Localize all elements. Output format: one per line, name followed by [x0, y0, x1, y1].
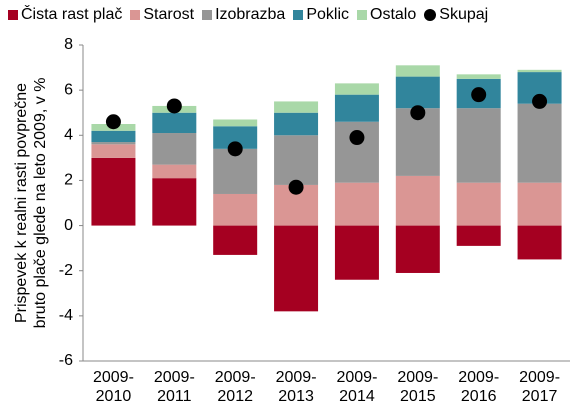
legend-item: Čista rast plač	[8, 6, 122, 24]
bar-segment	[274, 101, 319, 113]
point	[532, 93, 548, 109]
x-tick-label: 2009-2010	[92, 369, 134, 405]
bar-segment	[395, 175, 440, 226]
y-tick-label: 6	[64, 81, 73, 98]
y-tick-label: -6	[59, 352, 73, 369]
legend: Čista rast plač Starost Izobrazba Poklic Ost…	[8, 6, 572, 24]
bar-segment	[91, 144, 136, 158]
y-axis-label-line: bruto plače glede na leto 2009, v %	[32, 78, 49, 329]
point	[227, 141, 243, 157]
point	[471, 87, 487, 103]
bar-segment	[152, 178, 197, 226]
legend-swatch	[130, 10, 141, 20]
legend-label: Ostalo	[370, 6, 417, 23]
bar-segment	[395, 225, 440, 273]
bar-segment	[274, 225, 319, 312]
y-tick-label: 2	[64, 172, 73, 189]
legend-swatch	[357, 10, 368, 20]
legend-swatch	[424, 9, 437, 21]
y-axis-label: Prispevek k realni rasti povprečne bruto …	[13, 78, 49, 329]
bar-segment	[456, 225, 501, 246]
y-axis-label-line: Prispevek k realni rasti povprečne	[13, 83, 30, 323]
bar-segment	[517, 103, 562, 183]
legend-item: Poklic	[293, 6, 349, 24]
y-tick-label: -2	[59, 262, 73, 279]
bar-segment	[274, 112, 319, 136]
bar-segment	[213, 225, 258, 255]
bar-segment	[213, 148, 258, 194]
bar-segment	[91, 130, 136, 143]
bar-segment	[91, 142, 136, 145]
bar-segment	[152, 164, 197, 179]
bar-segment	[152, 112, 197, 134]
bar-segment	[395, 76, 440, 109]
bar-segment	[456, 108, 501, 183]
legend-item: Starost	[130, 6, 194, 24]
y-tick-label: -4	[59, 307, 73, 324]
bar-segment	[456, 182, 501, 226]
point	[166, 98, 182, 114]
legend-item: Ostalo	[357, 6, 416, 24]
y-tick-label: 8	[64, 36, 73, 53]
legend-label: Skupaj	[439, 6, 489, 23]
legend-item: Skupaj	[424, 6, 488, 24]
bar-segment	[517, 182, 562, 226]
bar-segment	[334, 225, 379, 280]
bar-segment	[213, 126, 258, 149]
x-tick-label: 2009-2011	[153, 369, 195, 405]
legend-swatch	[202, 10, 213, 20]
bar-segment	[91, 157, 136, 226]
bar-segment	[395, 65, 440, 77]
legend-label: Starost	[143, 6, 195, 23]
x-tick-label: 2009-2017	[519, 369, 561, 405]
legend-item: Izobrazba	[202, 6, 285, 24]
x-tick-label: 2009-2015	[397, 369, 439, 405]
bar-segment	[334, 182, 379, 226]
legend-swatch	[293, 10, 304, 20]
legend-label: Izobrazba	[215, 6, 286, 23]
legend-swatch	[8, 10, 18, 20]
bar-segment	[213, 193, 258, 226]
x-tick-label: 2009-2013	[275, 369, 317, 405]
bar-segment	[213, 119, 258, 127]
bar-segment	[334, 83, 379, 95]
y-tick-label: 4	[64, 127, 73, 144]
point	[410, 105, 426, 121]
x-tick-label: 2009-2012	[214, 369, 256, 405]
point	[288, 179, 304, 195]
point	[105, 114, 121, 130]
bar-segment	[517, 69, 562, 73]
x-tick-label: 2009-2014	[336, 369, 378, 405]
bar-segment	[456, 74, 501, 79]
x-tick-label: 2009-2016	[458, 369, 500, 405]
bar-segment	[334, 94, 379, 122]
bar-segment	[517, 225, 562, 260]
legend-label: Poklic	[306, 6, 350, 23]
bar-segment	[274, 135, 319, 185]
bar-segment	[152, 133, 197, 165]
legend-label: Čista rast plač	[21, 6, 123, 23]
y-tick-label: 0	[64, 217, 73, 234]
point	[349, 130, 365, 146]
